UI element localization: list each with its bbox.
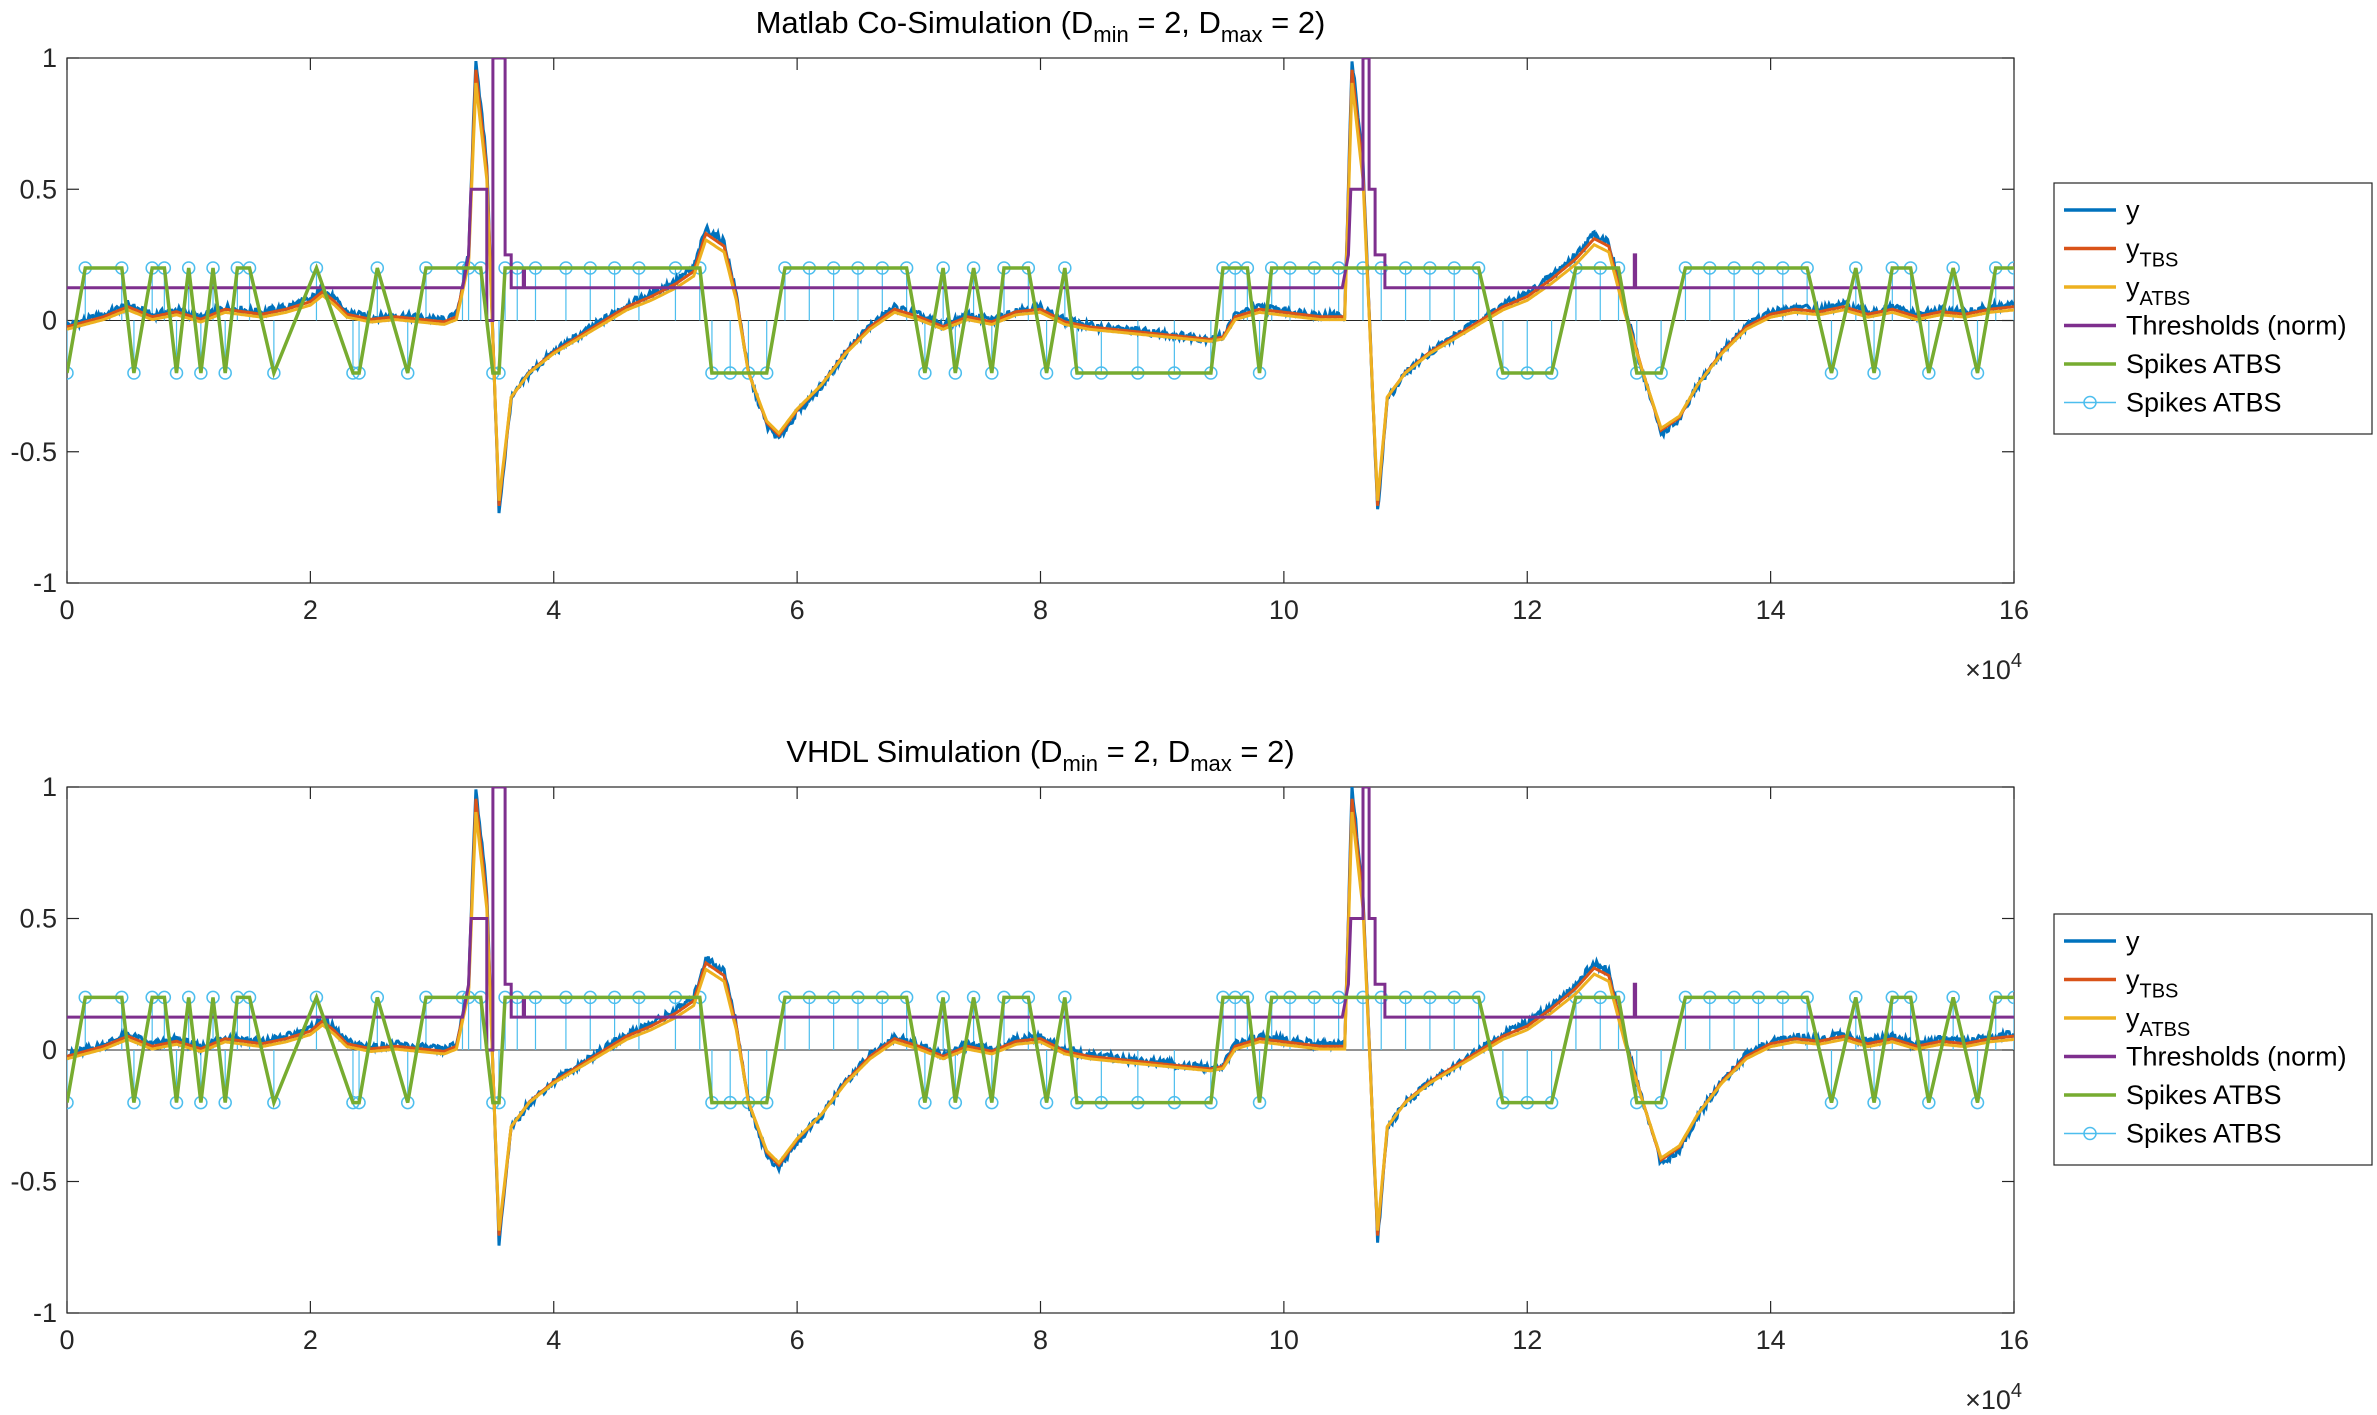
legend-label-spikes_stem: Spikes ATBS <box>2126 1119 2282 1149</box>
plot-area <box>67 58 2014 514</box>
x-exponent-label: ×104 <box>1965 1380 2022 1415</box>
series-spikes-atbs <box>67 263 2014 379</box>
chart-title: VHDL Simulation (Dmin = 2, Dmax = 2) <box>786 734 1294 776</box>
x-tick-label: 8 <box>1033 1325 1048 1355</box>
chart-title: Matlab Co-Simulation (Dmin = 2, Dmax = 2… <box>756 5 1326 47</box>
spike-marker <box>309 261 324 275</box>
x-tick-label: 0 <box>59 1325 74 1355</box>
legend-label-y_tbs: yTBS <box>2126 234 2178 272</box>
legend-marker <box>2083 1126 2097 1141</box>
y-tick-label: 0 <box>42 306 57 336</box>
x-tick-label: 8 <box>1033 595 1048 625</box>
y-tick-label: 0.5 <box>19 174 57 204</box>
y-tick-label: -0.5 <box>10 1167 57 1197</box>
y-tick-label: -1 <box>33 1298 57 1328</box>
subplot-matlab-cosimulation: 0 2 4 6 8 10 12 14 16 -1 -0.5 0 0.5 1 ×104 Matlab Co-Si… <box>10 5 2373 685</box>
x-tick-label: 12 <box>1512 1325 1542 1355</box>
legend-label-y: y <box>2126 195 2140 225</box>
x-tick-label: 2 <box>303 1325 318 1355</box>
legend-label-spikes_line: Spikes ATBS <box>2126 1080 2282 1110</box>
x-tick-label: 10 <box>1269 1325 1299 1355</box>
x-tick-label: 10 <box>1269 595 1299 625</box>
x-tick-label: 14 <box>1756 1325 1786 1355</box>
legend-box <box>2053 182 2373 435</box>
x-tick-label: 0 <box>59 595 74 625</box>
x-tick-label: 6 <box>790 595 805 625</box>
legend-label-spikes_stem: Spikes ATBS <box>2126 388 2282 418</box>
subplot-vhdl-simulation: 0 2 4 6 8 10 12 14 16 -1 -0.5 0 0.5 1 ×104 VHDL Simulat… <box>10 734 2373 1415</box>
series-spikes-atbs <box>67 992 2014 1109</box>
x-tick-label: 2 <box>303 595 318 625</box>
spike-marker <box>309 990 324 1005</box>
plot-area <box>67 787 2014 1246</box>
legend-label-y_tbs: yTBS <box>2126 965 2178 1003</box>
x-tick-label: 16 <box>1999 595 2029 625</box>
y-tick-label: 1 <box>42 43 57 73</box>
legend-label-spikes_line: Spikes ATBS <box>2126 349 2282 379</box>
x-tick-label: 12 <box>1512 595 1542 625</box>
legend-label-thresholds: Thresholds (norm) <box>2126 311 2347 341</box>
spike-marker <box>67 366 74 380</box>
legend-label-y: y <box>2126 926 2140 956</box>
legend-label-y_atbs: yATBS <box>2126 272 2190 310</box>
y-tick-label: -1 <box>33 568 57 598</box>
legend-marker <box>2083 395 2097 410</box>
legend-label-y_atbs: yATBS <box>2126 1003 2190 1041</box>
spike-marker <box>67 1095 74 1110</box>
y-tick-label: 0.5 <box>19 904 57 934</box>
y-tick-label: 0 <box>42 1035 57 1065</box>
y-tick-label: 1 <box>42 772 57 802</box>
x-tick-label: 6 <box>790 1325 805 1355</box>
x-exponent-label: ×104 <box>1965 650 2022 685</box>
legend-label-thresholds: Thresholds (norm) <box>2126 1042 2347 1072</box>
x-tick-label: 16 <box>1999 1325 2029 1355</box>
y-tick-label: -0.5 <box>10 437 57 467</box>
x-tick-label: 4 <box>546 1325 561 1355</box>
legend-box <box>2053 913 2373 1166</box>
x-tick-label: 4 <box>546 595 561 625</box>
x-tick-label: 14 <box>1756 595 1786 625</box>
